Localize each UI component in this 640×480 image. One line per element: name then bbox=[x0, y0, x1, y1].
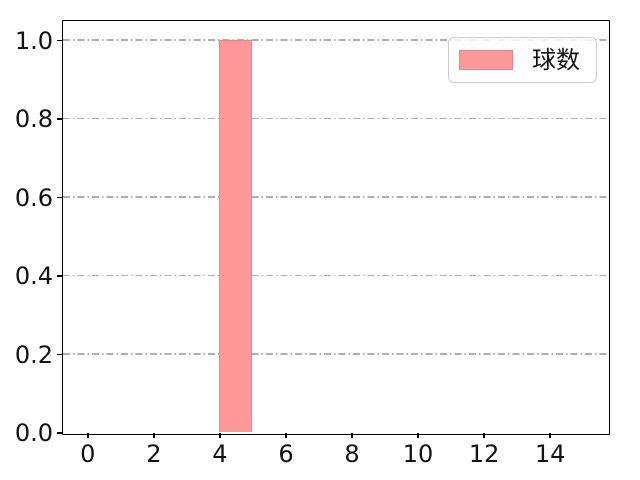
x-tick-mark bbox=[483, 433, 485, 438]
histogram-bar bbox=[219, 40, 253, 433]
legend-swatch bbox=[459, 50, 513, 70]
x-tick-mark bbox=[549, 433, 551, 438]
x-tick-mark bbox=[417, 433, 419, 438]
x-tick-mark bbox=[285, 433, 287, 438]
y-tick-label: 0.2 bbox=[14, 340, 53, 369]
y-gridline bbox=[62, 196, 608, 198]
y-tick-mark bbox=[56, 118, 62, 120]
x-tick-label: 4 bbox=[212, 440, 228, 468]
x-tick-label: 10 bbox=[402, 440, 434, 468]
x-tick-label: 2 bbox=[146, 440, 162, 468]
x-tick-label: 8 bbox=[344, 440, 360, 468]
y-tick-label: 0.0 bbox=[14, 419, 53, 447]
y-gridline bbox=[62, 353, 608, 355]
y-tick-mark bbox=[56, 39, 62, 42]
legend: 球数 bbox=[448, 37, 597, 83]
x-tick-label: 12 bbox=[468, 440, 500, 468]
plot-area bbox=[61, 19, 610, 435]
y-tick-label: 0.4 bbox=[14, 262, 53, 291]
y-tick-mark bbox=[56, 353, 62, 356]
x-tick-mark bbox=[153, 433, 155, 438]
x-tick-label: 14 bbox=[534, 440, 566, 468]
y-gridline bbox=[62, 274, 608, 277]
y-tick-label: 0.6 bbox=[14, 183, 53, 212]
x-tick-label: 0 bbox=[80, 440, 96, 468]
x-tick-mark bbox=[87, 433, 89, 438]
x-tick-mark bbox=[219, 433, 221, 438]
legend-label: 球数 bbox=[532, 46, 580, 74]
y-tick-mark bbox=[56, 275, 62, 277]
x-tick-label: 6 bbox=[278, 440, 294, 468]
y-tick-label: 0.8 bbox=[14, 105, 53, 134]
y-tick-label: 1.0 bbox=[14, 26, 53, 55]
y-tick-mark bbox=[56, 196, 62, 199]
y-gridline bbox=[62, 39, 608, 41]
y-tick-mark bbox=[56, 432, 62, 434]
x-tick-mark bbox=[351, 433, 353, 438]
y-gridline bbox=[62, 117, 608, 120]
